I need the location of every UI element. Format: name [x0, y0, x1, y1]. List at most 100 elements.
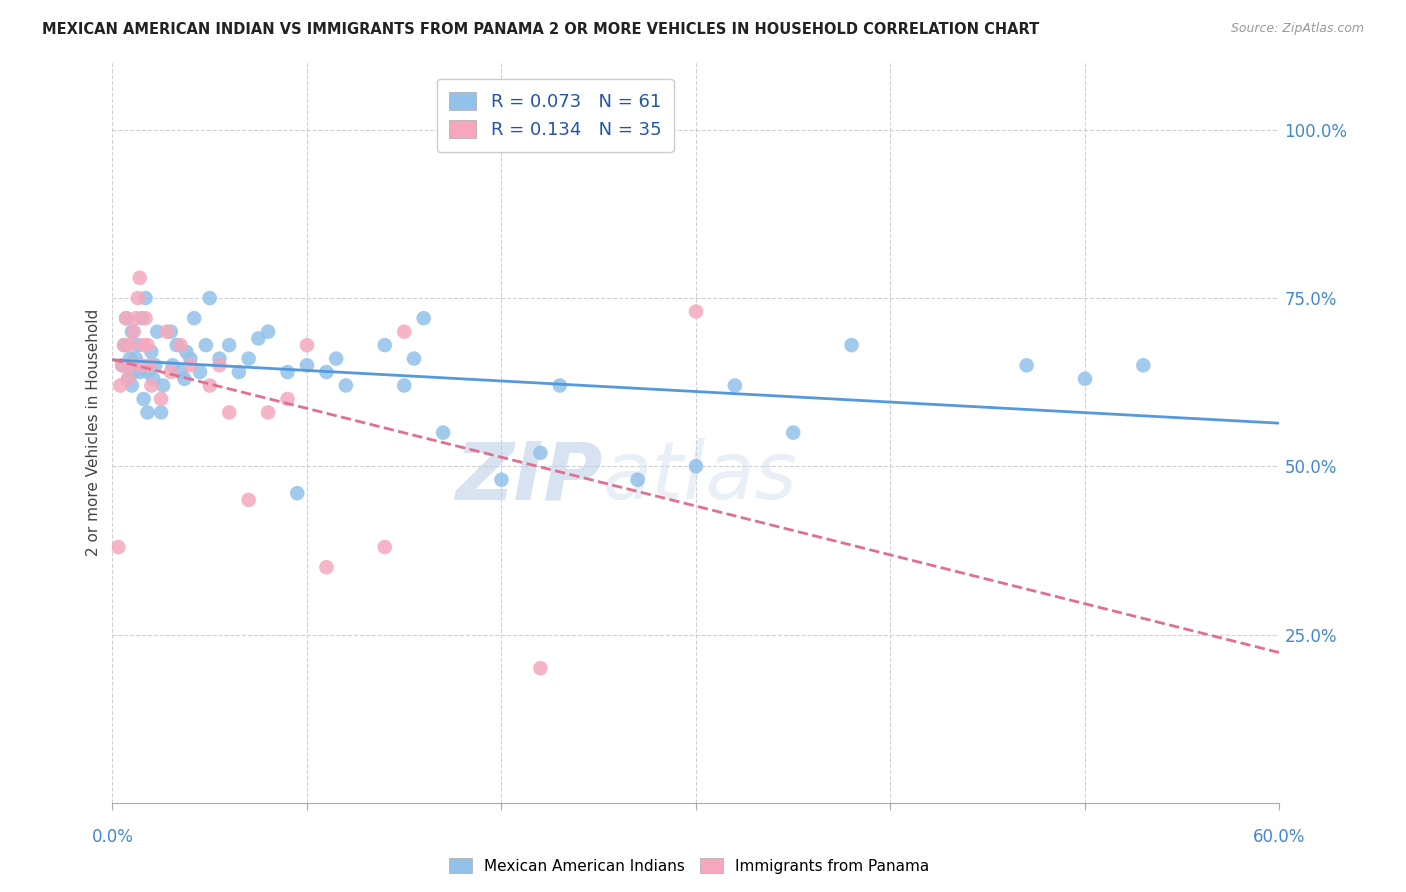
Point	[183, 311, 205, 326]
Point	[315, 365, 337, 379]
Point	[685, 304, 707, 318]
Text: MEXICAN AMERICAN INDIAN VS IMMIGRANTS FROM PANAMA 2 OR MORE VEHICLES IN HOUSEHOL: MEXICAN AMERICAN INDIAN VS IMMIGRANTS FR…	[42, 22, 1039, 37]
Point	[160, 325, 183, 339]
Point	[412, 311, 434, 326]
Point	[135, 311, 157, 326]
Text: ZIP: ZIP	[456, 438, 603, 516]
Point	[138, 359, 160, 373]
Point	[529, 446, 551, 460]
Point	[374, 540, 396, 554]
Text: 60.0%: 60.0%	[1253, 828, 1306, 846]
Point	[142, 372, 165, 386]
Point	[1015, 359, 1038, 373]
Legend: Mexican American Indians, Immigrants from Panama: Mexican American Indians, Immigrants fro…	[443, 852, 935, 880]
Point	[115, 311, 138, 326]
Point	[115, 311, 138, 326]
Point	[491, 473, 513, 487]
Point	[121, 325, 143, 339]
Point	[188, 365, 211, 379]
Point	[169, 365, 191, 379]
Point	[208, 351, 231, 366]
Legend: R = 0.073   N = 61, R = 0.134   N = 35: R = 0.073 N = 61, R = 0.134 N = 35	[437, 78, 673, 152]
Point	[131, 311, 153, 326]
Point	[238, 492, 260, 507]
Point	[218, 338, 240, 352]
Point	[295, 338, 318, 352]
Point	[782, 425, 804, 440]
Point	[117, 372, 139, 386]
Point	[111, 359, 134, 373]
Point	[118, 351, 141, 366]
Point	[136, 365, 159, 379]
Point	[247, 331, 270, 345]
Point	[257, 405, 280, 419]
Point	[218, 405, 240, 419]
Point	[117, 372, 139, 386]
Point	[111, 359, 134, 373]
Point	[131, 359, 153, 373]
Point	[276, 392, 298, 406]
Point	[143, 359, 166, 373]
Point	[162, 359, 184, 373]
Point	[127, 291, 149, 305]
Point	[841, 338, 863, 352]
Point	[295, 359, 318, 373]
Point	[150, 392, 173, 406]
Point	[276, 365, 298, 379]
Point	[146, 325, 169, 339]
Point	[121, 378, 143, 392]
Point	[132, 338, 155, 352]
Point	[121, 359, 143, 373]
Point	[128, 365, 150, 379]
Point	[394, 325, 416, 339]
Point	[160, 365, 183, 379]
Point	[176, 344, 198, 359]
Point	[112, 338, 135, 352]
Y-axis label: 2 or more Vehicles in Household: 2 or more Vehicles in Household	[86, 309, 101, 557]
Point	[394, 378, 416, 392]
Point	[198, 378, 221, 392]
Point	[529, 661, 551, 675]
Text: atlas: atlas	[603, 438, 797, 516]
Point	[127, 338, 149, 352]
Point	[128, 270, 150, 285]
Point	[166, 338, 188, 352]
Point	[1132, 359, 1154, 373]
Text: 0.0%: 0.0%	[91, 828, 134, 846]
Point	[685, 459, 707, 474]
Point	[132, 392, 155, 406]
Point	[110, 378, 132, 392]
Point	[208, 359, 231, 373]
Point	[1074, 372, 1097, 386]
Point	[315, 560, 337, 574]
Point	[198, 291, 221, 305]
Point	[150, 405, 173, 419]
Point	[122, 325, 145, 339]
Point	[548, 378, 571, 392]
Point	[179, 351, 201, 366]
Point	[228, 365, 250, 379]
Point	[122, 365, 145, 379]
Point	[136, 338, 159, 352]
Text: Source: ZipAtlas.com: Source: ZipAtlas.com	[1230, 22, 1364, 36]
Point	[285, 486, 308, 500]
Point	[141, 344, 163, 359]
Point	[335, 378, 357, 392]
Point	[156, 325, 179, 339]
Point	[136, 405, 159, 419]
Point	[194, 338, 217, 352]
Point	[169, 338, 191, 352]
Point	[152, 378, 174, 392]
Point	[179, 359, 201, 373]
Point	[141, 378, 163, 392]
Point	[374, 338, 396, 352]
Point	[107, 540, 129, 554]
Point	[173, 372, 195, 386]
Point	[125, 311, 148, 326]
Point	[135, 291, 157, 305]
Point	[325, 351, 347, 366]
Point	[724, 378, 747, 392]
Point	[257, 325, 280, 339]
Point	[627, 473, 650, 487]
Point	[432, 425, 454, 440]
